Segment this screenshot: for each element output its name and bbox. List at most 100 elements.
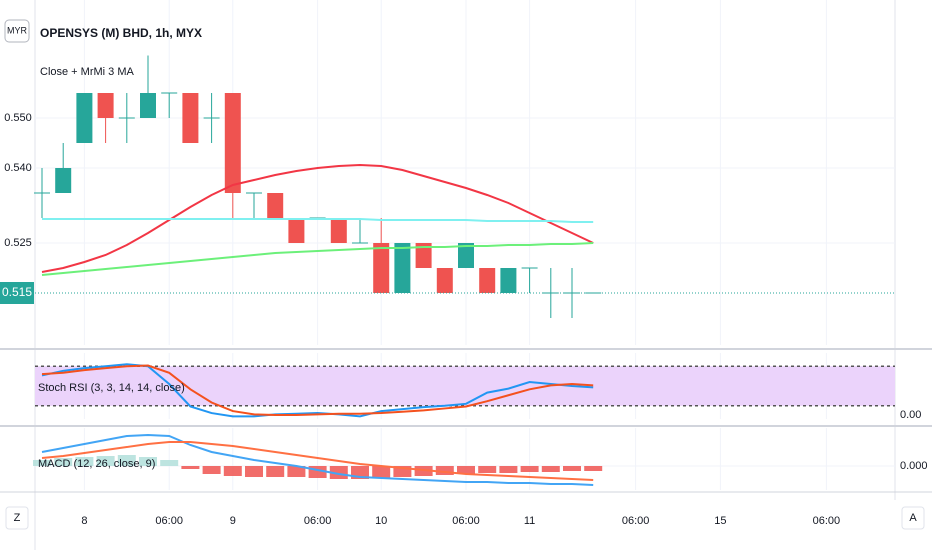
candle	[521, 267, 538, 293]
x-tick-label: 06:00	[622, 515, 650, 527]
candle-body	[97, 93, 114, 118]
plot: 8 06:00 9 06:00 10 06:00 11 06:00 15 06:00 0.550 0.…	[0, 0, 928, 527]
candle-body	[182, 93, 199, 143]
candle-body	[394, 243, 411, 293]
toolbar-left: Z	[14, 512, 21, 524]
currency: MYR	[7, 25, 28, 35]
histogram-bar	[393, 466, 412, 477]
y-tick-label: 0.550	[4, 112, 32, 124]
candle	[97, 93, 114, 143]
candle-body	[458, 243, 474, 268]
x-tick-label: 8	[81, 515, 87, 527]
candle	[352, 218, 368, 244]
candle-body	[288, 218, 305, 243]
x-tick-label: 06:00	[452, 515, 480, 527]
candle-body	[203, 117, 220, 119]
x-tick-label: 15	[714, 515, 726, 527]
candle-body	[542, 292, 559, 294]
toolbar-button[interactable]	[5, 506, 29, 530]
candle-body	[415, 243, 432, 268]
indicator-line	[41, 242, 594, 276]
candle-body	[246, 192, 262, 194]
histogram-bar	[266, 466, 285, 477]
candle-body	[267, 193, 284, 218]
candle-body	[224, 93, 241, 193]
x-tick-label: 10	[375, 515, 387, 527]
candle-body	[436, 268, 453, 293]
candle-body	[34, 192, 50, 194]
histogram-bar	[223, 466, 242, 476]
candle-body	[161, 92, 178, 94]
candle	[394, 243, 411, 293]
histogram-bar	[181, 466, 200, 469]
histogram-bar	[33, 460, 51, 466]
candle	[140, 55, 156, 118]
x-tick-label: 9	[230, 515, 236, 527]
candle	[76, 93, 93, 143]
candle-body	[521, 267, 538, 269]
candle	[267, 193, 284, 218]
candle	[55, 143, 72, 193]
candle-body	[55, 168, 72, 193]
candle	[246, 192, 262, 218]
histogram-bar	[584, 466, 603, 471]
candle-body	[352, 242, 368, 244]
histogram-bar	[245, 466, 263, 477]
last-price-label: 0.515	[2, 285, 32, 299]
histogram-bar	[287, 466, 306, 477]
x-tick-label: 06:00	[813, 515, 841, 527]
y-tick-label: 0.525	[4, 237, 32, 249]
histogram-bar	[202, 466, 221, 474]
histogram-bar	[520, 466, 539, 472]
histogram-bar	[96, 456, 115, 466]
histogram-bar	[563, 466, 581, 471]
toolbar-button[interactable]	[901, 506, 925, 530]
candle-body	[118, 117, 135, 119]
candle	[224, 93, 241, 218]
histogram-bar	[329, 466, 348, 479]
x-tick-label: 06:00	[155, 515, 183, 527]
indicator-line	[41, 441, 594, 481]
y-tick-label: 0.540	[4, 162, 32, 174]
histogram-bar	[160, 460, 179, 466]
candle	[330, 218, 347, 243]
candle	[161, 92, 178, 118]
histogram-bar	[457, 466, 475, 474]
histogram-bar	[499, 466, 518, 473]
currency-button[interactable]	[4, 19, 30, 43]
candle-body	[373, 243, 390, 293]
candle	[118, 93, 135, 143]
histogram-bar	[117, 455, 136, 466]
candle-body	[140, 93, 156, 118]
candle	[288, 218, 305, 243]
candle	[34, 168, 50, 218]
x-tick-label: 11	[524, 515, 535, 527]
indicator-title: MACD (12, 26, close, 9)	[38, 458, 155, 470]
indicator-title: Stoch RSI (3, 3, 14, 14, close)	[38, 382, 185, 394]
histogram-bar	[541, 466, 560, 472]
candle-body	[500, 268, 517, 293]
chart-title: OPENSYS (M) BHD, 1h, MYX	[40, 26, 202, 40]
histogram-bar	[372, 466, 391, 478]
candle	[542, 268, 559, 318]
toolbar-right: A	[909, 512, 917, 524]
candle	[203, 93, 220, 143]
candle	[500, 268, 517, 293]
candle-body	[76, 93, 93, 143]
candle-body	[330, 218, 347, 243]
histogram-bar	[54, 458, 73, 466]
histogram-bar	[75, 457, 94, 466]
candle	[458, 243, 474, 268]
y-tick-label: 0.000	[900, 460, 928, 472]
x-tick-label: 06:00	[304, 515, 332, 527]
chart-subtitle: Close + MrMi 3 MA	[40, 66, 134, 78]
histogram-bar	[478, 466, 497, 473]
indicator-line	[41, 364, 594, 417]
indicator-line	[41, 163, 594, 273]
candle	[479, 268, 496, 293]
indicator-line	[41, 363, 594, 418]
stoch-band	[35, 366, 895, 406]
y-tick-label: 0.00	[900, 409, 921, 421]
candle	[373, 218, 390, 293]
